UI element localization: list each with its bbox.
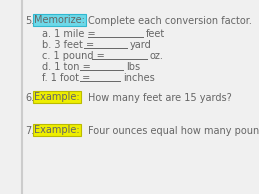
Text: Four ounces equal how many pounds?: Four ounces equal how many pounds? (88, 126, 259, 136)
Text: yard: yard (130, 40, 152, 50)
Text: d. 1 ton =: d. 1 ton = (42, 62, 91, 72)
Text: 5.: 5. (25, 16, 34, 26)
Text: feet: feet (146, 29, 165, 39)
Text: b. 3 feet =: b. 3 feet = (42, 40, 94, 50)
Text: c. 1 pound =: c. 1 pound = (42, 51, 105, 61)
Text: f. 1 foot =: f. 1 foot = (42, 73, 90, 83)
Text: How many feet are 15 yards?: How many feet are 15 yards? (88, 93, 232, 103)
Text: Complete each conversion factor.: Complete each conversion factor. (88, 16, 252, 26)
Text: 6.: 6. (25, 93, 34, 103)
Text: oz.: oz. (150, 51, 164, 61)
Text: Example:: Example: (34, 92, 80, 102)
Text: Memorize:: Memorize: (34, 15, 85, 25)
Text: inches: inches (123, 73, 155, 83)
Text: Example:: Example: (34, 125, 80, 135)
Text: lbs: lbs (126, 62, 140, 72)
Text: a. 1 mile =: a. 1 mile = (42, 29, 96, 39)
Text: 7.: 7. (25, 126, 34, 136)
